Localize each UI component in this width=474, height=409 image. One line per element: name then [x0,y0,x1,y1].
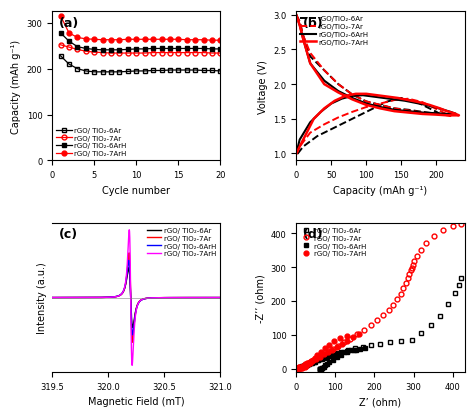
X-axis label: Cycle number: Cycle number [102,185,170,195]
Legend: rGO/ TIO₂-6Ar, rGO/ TiO₂-7Ar, rGO/ TiO₂-6ArH, rGO/ TiO₂-7ArH: rGO/ TIO₂-6Ar, rGO/ TiO₂-7Ar, rGO/ TiO₂-… [146,227,217,257]
Y-axis label: Capacity (mAh g⁻¹): Capacity (mAh g⁻¹) [11,40,21,134]
Text: (b): (b) [303,17,324,30]
Y-axis label: -Z’’ (ohm): -Z’’ (ohm) [255,274,265,322]
X-axis label: Z’ (ohm): Z’ (ohm) [359,396,401,407]
Legend: rGO/TiO₂-6Ar, rGO/TiO₂-7Ar, rGO/TiO₂-6ArH, rGO/TiO₂-7ArH: rGO/TiO₂-6Ar, rGO/TiO₂-7Ar, rGO/TiO₂-6Ar… [300,16,369,46]
Y-axis label: Intensity (a.u.): Intensity (a.u.) [36,262,46,334]
Text: (c): (c) [59,228,78,241]
Text: (d): (d) [303,228,324,241]
X-axis label: Capacity (mAh g⁻¹): Capacity (mAh g⁻¹) [333,185,428,195]
Text: (a): (a) [59,17,79,30]
Legend: rGO/ TiO₂-6Ar, rGO/ TiO₂-7Ar, rGO/ TiO₂-6ArH, rGO/ TiO₂-7ArH: rGO/ TiO₂-6Ar, rGO/ TiO₂-7Ar, rGO/ TiO₂-… [55,127,128,157]
X-axis label: Magnetic Field (mT): Magnetic Field (mT) [88,396,184,407]
Y-axis label: Voltage (V): Voltage (V) [258,60,268,114]
Legend: rGO/ TiO₂-6Ar, rGO/ TiO₂-7Ar, rGO/ TiO₂-6ArH, rGO/ TiO₂-7ArH: rGO/ TiO₂-6Ar, rGO/ TiO₂-7Ar, rGO/ TiO₂-… [300,227,366,257]
